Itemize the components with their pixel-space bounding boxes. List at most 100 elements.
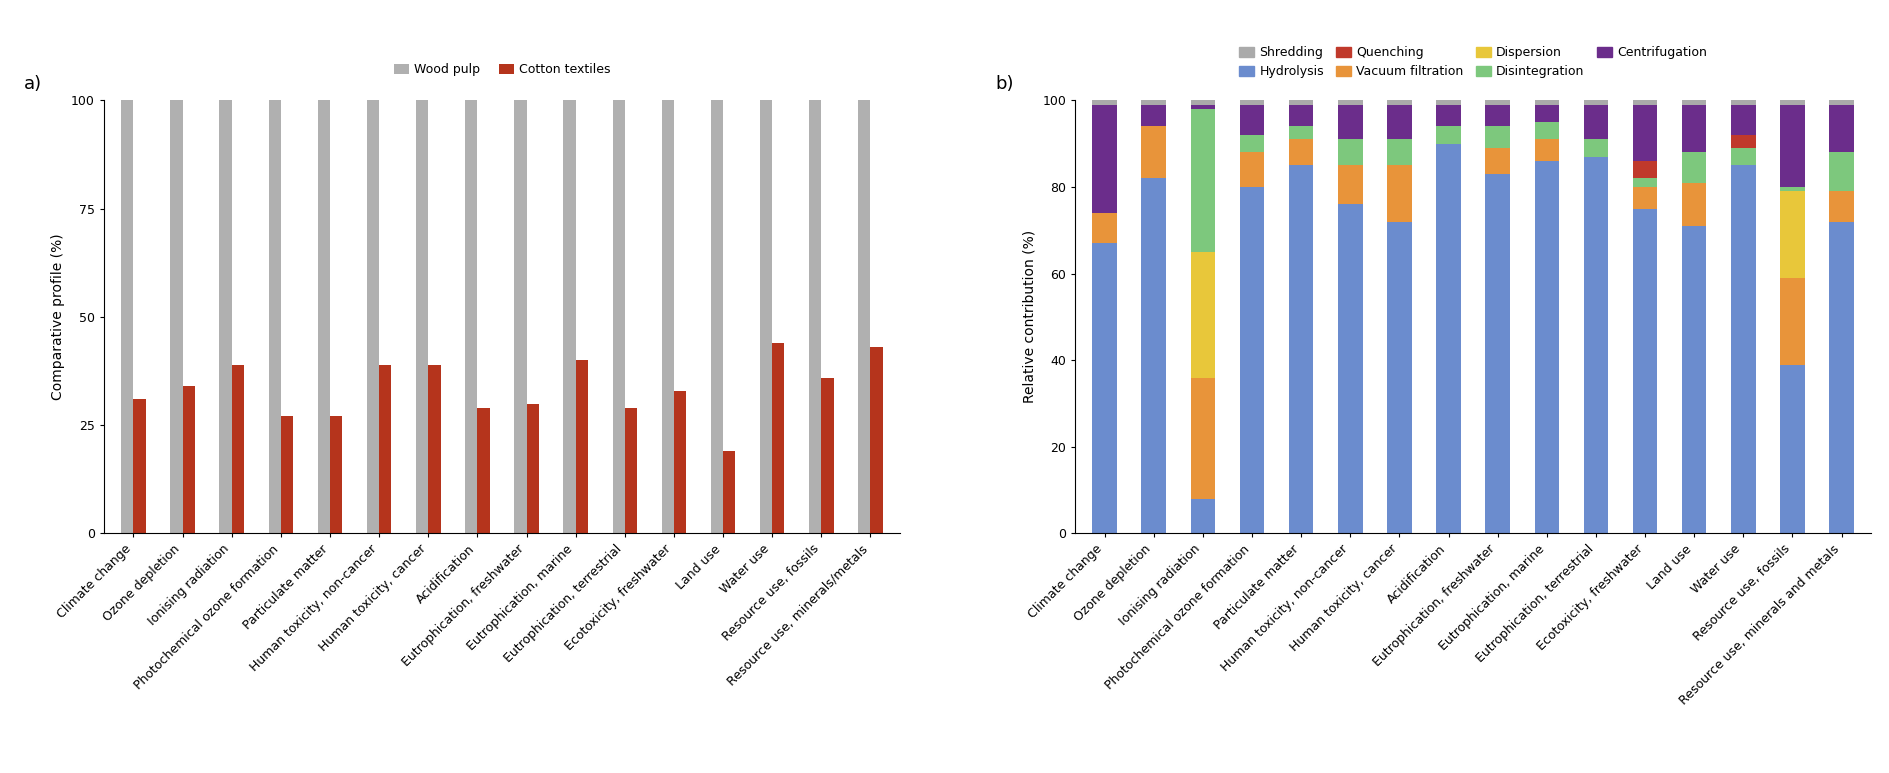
Bar [1534,100,1558,105]
Bar [808,100,822,533]
Bar [661,100,674,533]
Bar [1681,226,1706,533]
Bar [1779,105,1804,187]
Bar [871,347,882,533]
Bar [331,417,342,533]
Bar [1436,100,1460,105]
Bar [1730,100,1755,105]
Bar [1239,187,1264,533]
Bar [723,451,735,533]
Bar [281,417,293,533]
Bar [1239,135,1264,152]
Bar [612,100,625,533]
Bar [527,404,538,533]
Bar [134,399,145,533]
Bar [1337,139,1362,165]
Bar [1190,499,1215,533]
Bar [1190,377,1215,499]
Bar [1436,127,1460,144]
Bar [465,100,478,533]
Bar [1681,100,1706,105]
Bar [1387,139,1411,165]
Bar [1534,105,1558,122]
Bar [429,365,440,533]
Y-axis label: Comparative profile (%): Comparative profile (%) [51,233,66,400]
Bar [1632,209,1657,533]
Y-axis label: Relative contribution (%): Relative contribution (%) [1022,230,1035,404]
Bar [219,100,232,533]
Bar [1190,100,1215,105]
Bar [317,100,331,533]
Bar [1485,100,1509,105]
Bar [1141,179,1166,533]
Bar [1583,139,1608,157]
Bar [858,100,871,533]
Bar [1730,105,1755,135]
Bar [1779,187,1804,192]
Bar [625,408,637,533]
Bar [1092,100,1116,105]
Bar [1141,100,1166,105]
Bar [1632,187,1657,209]
Bar [1681,152,1706,182]
Bar [1190,109,1215,252]
Bar [1779,278,1804,365]
Bar [1141,105,1166,127]
Bar [1829,192,1853,222]
Bar [416,100,429,533]
Bar [1190,105,1215,109]
Bar [268,100,281,533]
Bar [1337,100,1362,105]
Bar [514,100,527,533]
Bar [1387,105,1411,139]
Bar [674,390,686,533]
Bar [1239,105,1264,135]
Bar [1337,165,1362,204]
Bar [1485,174,1509,533]
Bar [1141,127,1166,179]
Bar [1583,100,1608,105]
Bar [121,100,134,533]
Bar [1681,182,1706,226]
Bar [1288,127,1313,139]
Bar [1534,139,1558,161]
Bar [1730,135,1755,148]
Bar [1583,157,1608,533]
Bar [1730,148,1755,165]
Bar [1436,105,1460,127]
Bar [1239,152,1264,187]
Bar [183,386,195,533]
Bar [1288,165,1313,533]
Bar [1583,105,1608,139]
Bar [1190,252,1215,377]
Bar [1779,365,1804,533]
Bar [1387,100,1411,105]
Bar [478,408,489,533]
Bar [773,343,784,533]
Bar [1829,222,1853,533]
Bar [1829,152,1853,192]
Bar [1632,161,1657,179]
Bar [1337,105,1362,139]
Bar [380,365,391,533]
Bar [1730,165,1755,533]
Bar [1632,105,1657,161]
Bar [1632,179,1657,187]
Bar [366,100,380,533]
Bar [1387,165,1411,222]
Bar [1534,161,1558,533]
Bar [170,100,183,533]
Bar [1829,105,1853,152]
Bar [576,360,587,533]
Bar [1337,204,1362,533]
Legend: Shredding, Hydrolysis, Quenching, Vacuum filtration, Dispersion, Disintegration,: Shredding, Hydrolysis, Quenching, Vacuum… [1239,46,1706,78]
Bar [1779,100,1804,105]
Bar [1387,222,1411,533]
Bar [232,365,244,533]
Bar [1092,243,1116,533]
Bar [1485,105,1509,127]
Bar [563,100,576,533]
Bar [1534,122,1558,139]
Bar [1092,105,1116,213]
Bar [710,100,723,533]
